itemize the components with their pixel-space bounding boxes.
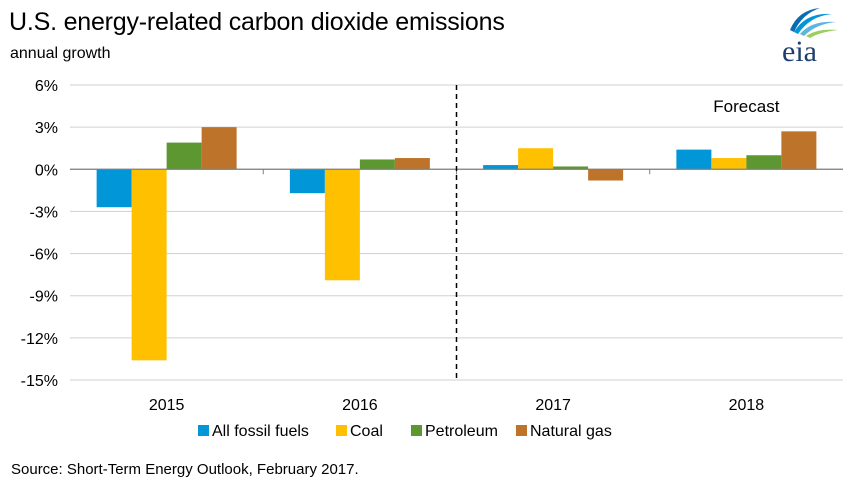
x-tick-label: 2018 — [729, 397, 765, 414]
bar-coal-2018 — [711, 158, 747, 170]
legend-label-natural-gas: Natural gas — [530, 423, 612, 440]
legend-label-all-fossil-fuels: All fossil fuels — [212, 423, 309, 440]
bar-petroleum-2016 — [359, 159, 395, 170]
legend-swatch-natural-gas — [516, 425, 527, 436]
forecast-annotation: Forecast — [713, 97, 779, 116]
bar-petroleum-2015 — [166, 142, 202, 170]
legend-swatch-petroleum — [411, 425, 422, 436]
y-tick-label: -9% — [30, 289, 58, 306]
y-tick-label: -15% — [21, 373, 58, 390]
chart-title: U.S. energy-related carbon dioxide emiss… — [9, 8, 505, 36]
bar-all-fossil-fuels-2016 — [289, 169, 325, 194]
legend-label-petroleum: Petroleum — [425, 423, 498, 440]
bar-all-fossil-fuels-2018 — [676, 149, 712, 170]
bar-natural-gas-2017 — [588, 169, 624, 181]
y-tick-label: -6% — [30, 247, 58, 264]
bar-all-fossil-fuels-2015 — [96, 169, 132, 208]
bar-all-fossil-fuels-2017 — [483, 165, 519, 170]
y-tick-label: 6% — [35, 78, 58, 95]
eia-logo: eia — [782, 8, 838, 66]
bars — [96, 127, 817, 361]
source-note: Source: Short-Term Energy Outlook, Febru… — [11, 461, 359, 478]
bar-coal-2015 — [131, 169, 167, 361]
legend-swatch-all-fossil-fuels — [198, 425, 209, 436]
legend: All fossil fuels Coal Petroleum Natural gas — [198, 423, 612, 440]
eia-logo-text: eia — [782, 35, 817, 66]
y-tick-label: -3% — [30, 204, 58, 221]
bar-natural-gas-2015 — [201, 127, 237, 170]
chart-subtitle: annual growth — [10, 45, 111, 62]
bar-natural-gas-2018 — [781, 131, 817, 170]
bar-petroleum-2017 — [553, 166, 589, 170]
bar-coal-2016 — [324, 169, 360, 281]
y-tick-label: 3% — [35, 120, 58, 137]
x-tick-label: 2016 — [342, 397, 378, 414]
bar-petroleum-2018 — [746, 155, 782, 170]
legend-label-coal: Coal — [350, 423, 383, 440]
legend-swatch-coal — [336, 425, 347, 436]
y-tick-label: -12% — [21, 331, 58, 348]
x-tick-label: 2017 — [535, 397, 571, 414]
axis-labels: 6% 3% 0% -3% -6% -9% -12% -15% 2015 2016 2017 2018 — [21, 78, 765, 414]
x-tick-label: 2015 — [149, 397, 185, 414]
eia-logo-rays — [790, 8, 838, 38]
bar-natural-gas-2016 — [394, 158, 430, 170]
y-tick-label: 0% — [35, 162, 58, 179]
bar-coal-2017 — [518, 148, 554, 170]
